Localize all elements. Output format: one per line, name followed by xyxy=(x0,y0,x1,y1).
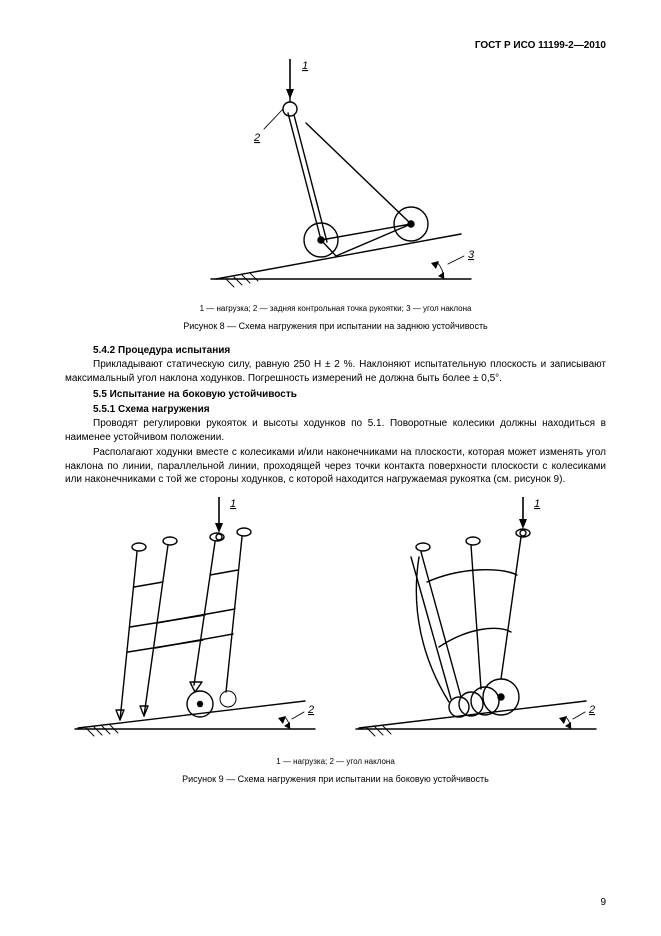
fig8-label-2: 2 xyxy=(253,132,260,144)
fig9l-label-1: 1 xyxy=(230,498,236,510)
figure-8-diagram: 1 2 3 xyxy=(186,59,486,294)
section-542-title: 5.4.2 Процедура испытания xyxy=(65,345,606,356)
fig9r-label-2: 2 xyxy=(588,704,595,716)
section-551-title: 5.5.1 Схема нагружения xyxy=(65,404,606,415)
figure-9-left-diagram: 1 2 xyxy=(70,497,320,747)
section-542-p1: Прикладывают статическую силу, равную 25… xyxy=(65,358,606,385)
fig8-label-1: 1 xyxy=(302,60,308,72)
section-55-title: 5.5 Испытание на боковую устойчивость xyxy=(65,389,606,400)
figure-8-legend: 1 — нагрузка; 2 — задняя контрольная точ… xyxy=(65,304,606,313)
page-number: 9 xyxy=(600,897,606,908)
fig8-label-3: 3 xyxy=(468,249,475,261)
figure-9-legend: 1 — нагрузка; 2 — угол наклона xyxy=(65,757,606,766)
section-551-p1: Проводят регулировки рукояток и высоты х… xyxy=(65,417,606,444)
fig9l-label-2: 2 xyxy=(307,704,314,716)
figure-8-caption: Рисунок 8 — Схема нагружения при испытан… xyxy=(65,321,606,331)
document-header: ГОСТ Р ИСО 11199-2—2010 xyxy=(65,40,606,51)
section-551-p2: Располагают ходунки вместе с колесиками … xyxy=(65,446,606,487)
figure-9-caption: Рисунок 9 — Схема нагружения при испытан… xyxy=(65,774,606,784)
fig9r-label-1: 1 xyxy=(534,498,540,510)
figure-9-right-diagram: 1 2 xyxy=(351,497,601,747)
